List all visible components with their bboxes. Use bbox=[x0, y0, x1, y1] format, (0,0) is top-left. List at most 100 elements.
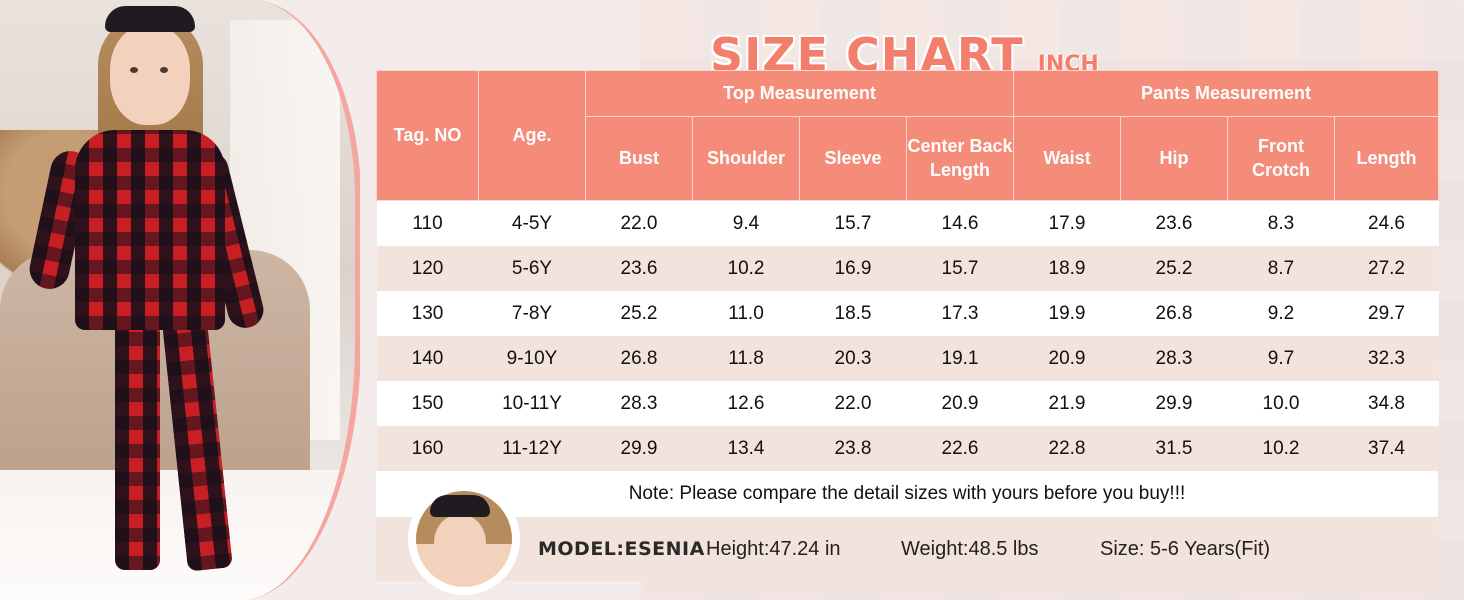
table-cell: 10.2 bbox=[692, 246, 800, 291]
table-cell: 29.9 bbox=[585, 426, 693, 471]
header-sleeve: Sleeve bbox=[799, 116, 907, 201]
table-cell: 160 bbox=[376, 426, 479, 471]
table-cell: 37.4 bbox=[1334, 426, 1439, 471]
chart-title: SIZE CHART INCH bbox=[710, 18, 1099, 78]
table-cell: 9.7 bbox=[1227, 336, 1335, 381]
avatar bbox=[412, 487, 516, 591]
model-weight: Weight:48.5 lbs bbox=[901, 537, 1039, 560]
table-cell: 31.5 bbox=[1120, 426, 1228, 471]
table-cell: 23.8 bbox=[799, 426, 907, 471]
table-cell: 25.2 bbox=[585, 291, 693, 336]
table-cell: 21.9 bbox=[1013, 381, 1121, 426]
size-table: Tag. NO Age. Top Measurement Pants Measu… bbox=[376, 70, 1440, 471]
table-cell: 17.9 bbox=[1013, 200, 1121, 246]
girl-head bbox=[110, 25, 190, 125]
table-row: 160 11-12Y 29.9 13.4 23.8 22.6 22.8 31.5… bbox=[376, 426, 1439, 471]
table-cell: 110 bbox=[376, 200, 479, 246]
header-age: Age. bbox=[478, 70, 586, 201]
table-cell: 22.0 bbox=[799, 381, 907, 426]
header-top-measurement: Top Measurement bbox=[584, 70, 1015, 117]
table-cell: 17.3 bbox=[906, 291, 1014, 336]
table-cell: 24.6 bbox=[1334, 200, 1439, 246]
table-row: 120 5-6Y 23.6 10.2 16.9 15.7 18.9 25.2 8… bbox=[376, 246, 1439, 291]
table-cell: 12.6 bbox=[692, 381, 800, 426]
table-cell: 140 bbox=[376, 336, 479, 381]
avatar-face bbox=[434, 515, 486, 577]
header-hip: Hip bbox=[1120, 116, 1229, 201]
table-cell: 22.8 bbox=[1013, 426, 1121, 471]
model-photo bbox=[0, 0, 360, 600]
eye-icon bbox=[160, 67, 168, 73]
table-cell: 28.3 bbox=[1120, 336, 1228, 381]
table-row: 140 9-10Y 26.8 11.8 20.3 19.1 20.9 28.3 … bbox=[376, 336, 1439, 381]
table-row: 130 7-8Y 25.2 11.0 18.5 17.3 19.9 26.8 9… bbox=[376, 291, 1439, 336]
table-cell: 150 bbox=[376, 381, 479, 426]
table-cell: 7-8Y bbox=[478, 291, 586, 336]
table-cell: 20.3 bbox=[799, 336, 907, 381]
table-cell: 27.2 bbox=[1334, 246, 1439, 291]
note-text: Note: Please compare the detail sizes wi… bbox=[628, 483, 1186, 504]
model-info: MODEL:ESENIA Height:47.24 in Weight:48.5… bbox=[376, 487, 1438, 591]
table-cell: 32.3 bbox=[1334, 336, 1439, 381]
table-cell: 16.9 bbox=[799, 246, 907, 291]
table-cell: 26.8 bbox=[585, 336, 693, 381]
table-cell: 9-10Y bbox=[478, 336, 586, 381]
girl-left-leg bbox=[115, 320, 160, 570]
header-shoulder: Shoulder bbox=[692, 116, 800, 201]
table-cell: 15.7 bbox=[799, 200, 907, 246]
table-cell: 29.9 bbox=[1120, 381, 1228, 426]
table-cell: 8.3 bbox=[1227, 200, 1335, 246]
table-cell: 20.9 bbox=[1013, 336, 1121, 381]
table-cell: 20.9 bbox=[906, 381, 1014, 426]
table-cell: 25.2 bbox=[1120, 246, 1228, 291]
table-row: 150 10-11Y 28.3 12.6 22.0 20.9 21.9 29.9… bbox=[376, 381, 1439, 426]
model-height: Height:47.24 in bbox=[706, 537, 841, 560]
table-cell: 23.6 bbox=[585, 246, 693, 291]
header-waist: Waist bbox=[1013, 116, 1122, 201]
table-cell: 18.9 bbox=[1013, 246, 1121, 291]
table-cell: 9.4 bbox=[692, 200, 800, 246]
note: Note: Please compare the detail sizes wi… bbox=[376, 471, 1438, 517]
eye-icon bbox=[130, 67, 138, 73]
table-row: 110 4-5Y 22.0 9.4 15.7 14.6 17.9 23.6 8.… bbox=[376, 200, 1439, 246]
table-cell: 18.5 bbox=[799, 291, 907, 336]
size-table-container: Tag. NO Age. Top Measurement Pants Measu… bbox=[376, 70, 1440, 591]
table-cell: 10.2 bbox=[1227, 426, 1335, 471]
table-cell: 23.6 bbox=[1120, 200, 1228, 246]
table-cell: 5-6Y bbox=[478, 246, 586, 291]
model-name: MODEL:ESENIA bbox=[538, 538, 705, 560]
table-cell: 4-5Y bbox=[478, 200, 586, 246]
model-size: Size: 5-6 Years(Fit) bbox=[1100, 537, 1271, 560]
header-tag: Tag. NO bbox=[376, 70, 479, 201]
headband bbox=[105, 6, 195, 32]
table-cell: 8.7 bbox=[1227, 246, 1335, 291]
table-cell: 11-12Y bbox=[478, 426, 586, 471]
table-cell: 9.2 bbox=[1227, 291, 1335, 336]
table-cell: 19.9 bbox=[1013, 291, 1121, 336]
table-cell: 15.7 bbox=[906, 246, 1014, 291]
table-cell: 13.4 bbox=[692, 426, 800, 471]
table-cell: 26.8 bbox=[1120, 291, 1228, 336]
header-center-back-length: Center Back Length bbox=[905, 116, 1015, 201]
header-bust: Bust bbox=[585, 116, 693, 201]
table-cell: 22.6 bbox=[906, 426, 1014, 471]
table-cell: 11.8 bbox=[692, 336, 800, 381]
photo-backdrop bbox=[0, 0, 360, 600]
header-pants-measurement: Pants Measurement bbox=[1013, 70, 1440, 117]
table-cell: 29.7 bbox=[1334, 291, 1439, 336]
table-cell: 10-11Y bbox=[478, 381, 586, 426]
table-cell: 14.6 bbox=[906, 200, 1014, 246]
table-cell: 19.1 bbox=[906, 336, 1014, 381]
header-front-crotch: Front Crotch bbox=[1227, 116, 1336, 201]
header-length: Length bbox=[1334, 116, 1440, 201]
table-cell: 28.3 bbox=[585, 381, 693, 426]
table-cell: 11.0 bbox=[692, 291, 800, 336]
table-cell: 22.0 bbox=[585, 200, 693, 246]
table-cell: 10.0 bbox=[1227, 381, 1335, 426]
table-cell: 34.8 bbox=[1334, 381, 1439, 426]
avatar-headband bbox=[430, 495, 490, 517]
plaid-pajama-top bbox=[75, 130, 225, 330]
rug bbox=[0, 470, 355, 600]
table-cell: 120 bbox=[376, 246, 479, 291]
table-cell: 130 bbox=[376, 291, 479, 336]
